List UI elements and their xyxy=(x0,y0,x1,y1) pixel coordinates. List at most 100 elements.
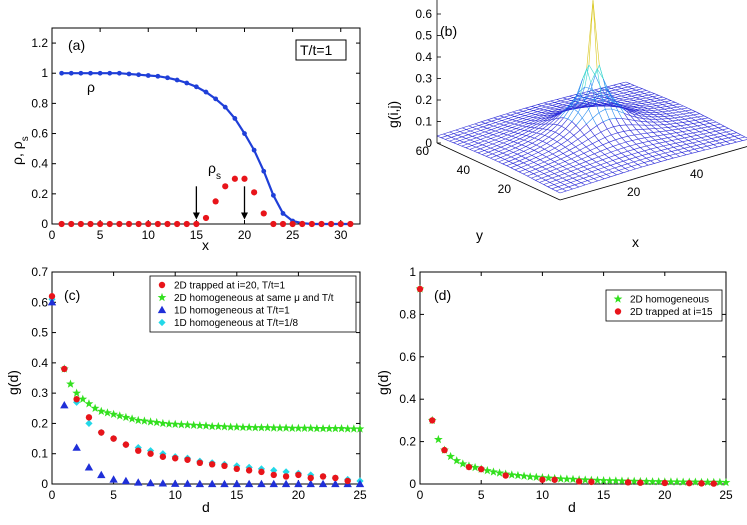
panel-b-mesh-line xyxy=(507,134,512,137)
panel-b-mesh-line xyxy=(606,162,611,166)
panel-d-xtick-label: 0 xyxy=(417,488,424,502)
panel-b-mesh-line xyxy=(660,99,665,103)
panel-a-rhos-sub: s xyxy=(216,171,221,182)
panel-b-mesh-line xyxy=(676,132,681,136)
panel-b-mesh-line xyxy=(637,111,644,113)
panel-b-mesh-line xyxy=(480,148,485,151)
panel-b-mesh-line xyxy=(631,164,638,167)
panel-b-mesh-line xyxy=(581,139,589,144)
panel-b-mesh-line xyxy=(635,109,640,112)
panel-b-mesh-line xyxy=(655,112,661,115)
panel-b-mesh-line xyxy=(699,131,704,135)
panel-b-mesh-line xyxy=(507,126,513,128)
panel-b-mesh-line xyxy=(635,97,641,100)
panel-b-mesh-line xyxy=(558,175,563,179)
panel-b-mesh-line xyxy=(547,110,553,112)
panel-b-mesh-line xyxy=(619,141,626,145)
panel-b-mesh-line xyxy=(614,95,622,98)
panel-b-mesh-line xyxy=(661,127,669,129)
panel-c-point xyxy=(171,479,180,487)
panel-b-mesh-line xyxy=(634,112,642,115)
panel-b-mesh-line xyxy=(647,107,655,110)
panel-b-mesh-line xyxy=(671,140,677,144)
panel-b-mesh-line xyxy=(545,115,552,119)
panel-b-mesh-line xyxy=(508,116,515,119)
panel-b-mesh-line xyxy=(599,64,604,80)
panel-b-mesh-line xyxy=(562,175,569,179)
panel-b-mesh-line xyxy=(684,127,689,131)
panel-b-mesh-line xyxy=(488,139,496,143)
panel-b-mesh-line xyxy=(684,126,692,129)
panel-b-mesh-line xyxy=(681,108,686,112)
panel-b-mesh-line xyxy=(478,131,485,135)
panel-b-mesh-line xyxy=(562,177,567,181)
panel-b-mesh-line xyxy=(669,133,675,137)
panel-b-mesh-line xyxy=(529,144,537,149)
panel-b-mesh-line xyxy=(646,157,651,162)
panel-b-mesh-line xyxy=(581,142,587,148)
panel-b-mesh-line xyxy=(499,115,505,118)
panel-b-mesh-line xyxy=(558,107,565,110)
panel-b-mesh-line xyxy=(688,148,695,152)
panel-b-mesh-line xyxy=(631,101,638,104)
panel-b-mesh-line xyxy=(506,111,513,115)
panel-c-point xyxy=(294,479,303,488)
panel-b-mesh-line xyxy=(674,116,681,119)
panel-b-mesh-line xyxy=(705,120,711,124)
panel-b-mesh-line xyxy=(702,142,710,145)
panel-b-mesh-line xyxy=(642,155,647,159)
panel-b-mesh-line xyxy=(620,165,626,169)
panel-b-mesh-line xyxy=(701,118,706,122)
panel-b-mesh-line xyxy=(558,161,566,165)
panel-b-mesh-line xyxy=(612,104,617,107)
panel-b-mesh-line xyxy=(673,156,680,159)
panel-b-mesh-line xyxy=(595,171,603,175)
panel-b-mesh-line xyxy=(690,136,695,140)
panel-b-mesh-line xyxy=(534,117,542,122)
panel-b-mesh-line xyxy=(553,117,560,125)
panel-b-mesh-line xyxy=(728,137,733,141)
panel-b-mesh-line xyxy=(627,85,635,88)
panel-a-xtick-label: 30 xyxy=(334,228,348,242)
panel-b-mesh-line xyxy=(616,162,622,167)
panel-b-mesh-line xyxy=(699,120,706,123)
panel-b-mesh-line xyxy=(615,139,620,145)
panel-b-mesh-line xyxy=(536,141,543,146)
panel-b-mesh-line xyxy=(665,130,671,135)
panel-b-mesh-line xyxy=(662,96,668,100)
panel-b-mesh-line xyxy=(581,99,586,102)
panel-b-mesh-line xyxy=(554,144,562,149)
panel-b-mesh-line xyxy=(550,130,556,133)
panel-b-mesh-line xyxy=(515,147,520,150)
panel-b-ztick-label: 0 xyxy=(425,136,432,150)
panel-b-mesh-line xyxy=(724,126,729,129)
panel-b-mesh-line xyxy=(477,150,485,154)
panel-b-mesh-line xyxy=(484,129,492,133)
panel-b-mesh-line xyxy=(606,148,612,153)
panel-d-point xyxy=(629,476,639,485)
panel-b-mesh-line xyxy=(589,173,596,177)
panel-b-mesh-line xyxy=(614,165,622,169)
panel-b-mesh-line xyxy=(538,148,545,153)
panel-b-mesh-line xyxy=(488,149,495,153)
panel-b-mesh-line xyxy=(526,123,533,127)
panel-b-mesh-line xyxy=(515,158,520,162)
panel-b-mesh-line xyxy=(614,103,619,105)
panel-b-mesh-line xyxy=(633,91,641,94)
panel-b-mesh-line xyxy=(597,104,603,106)
panel-b-mesh-line xyxy=(607,84,614,88)
panel-b-mesh-line xyxy=(474,141,479,144)
panel-b-mesh-line xyxy=(537,173,545,177)
panel-b-mesh-line xyxy=(575,94,580,97)
panel-b-mesh-line xyxy=(583,178,588,181)
panel-b-mesh-line xyxy=(616,105,621,108)
panel-b-mesh-line xyxy=(656,105,661,108)
panel-b-mesh-line xyxy=(617,110,623,119)
panel-b-mesh-line xyxy=(644,91,651,94)
panel-b-mesh-line xyxy=(692,142,697,146)
panel-b-mesh-line xyxy=(481,154,487,157)
panel-b-mesh-line xyxy=(516,118,523,122)
panel-b-mesh-line xyxy=(537,111,542,113)
panel-c-point xyxy=(121,476,131,485)
